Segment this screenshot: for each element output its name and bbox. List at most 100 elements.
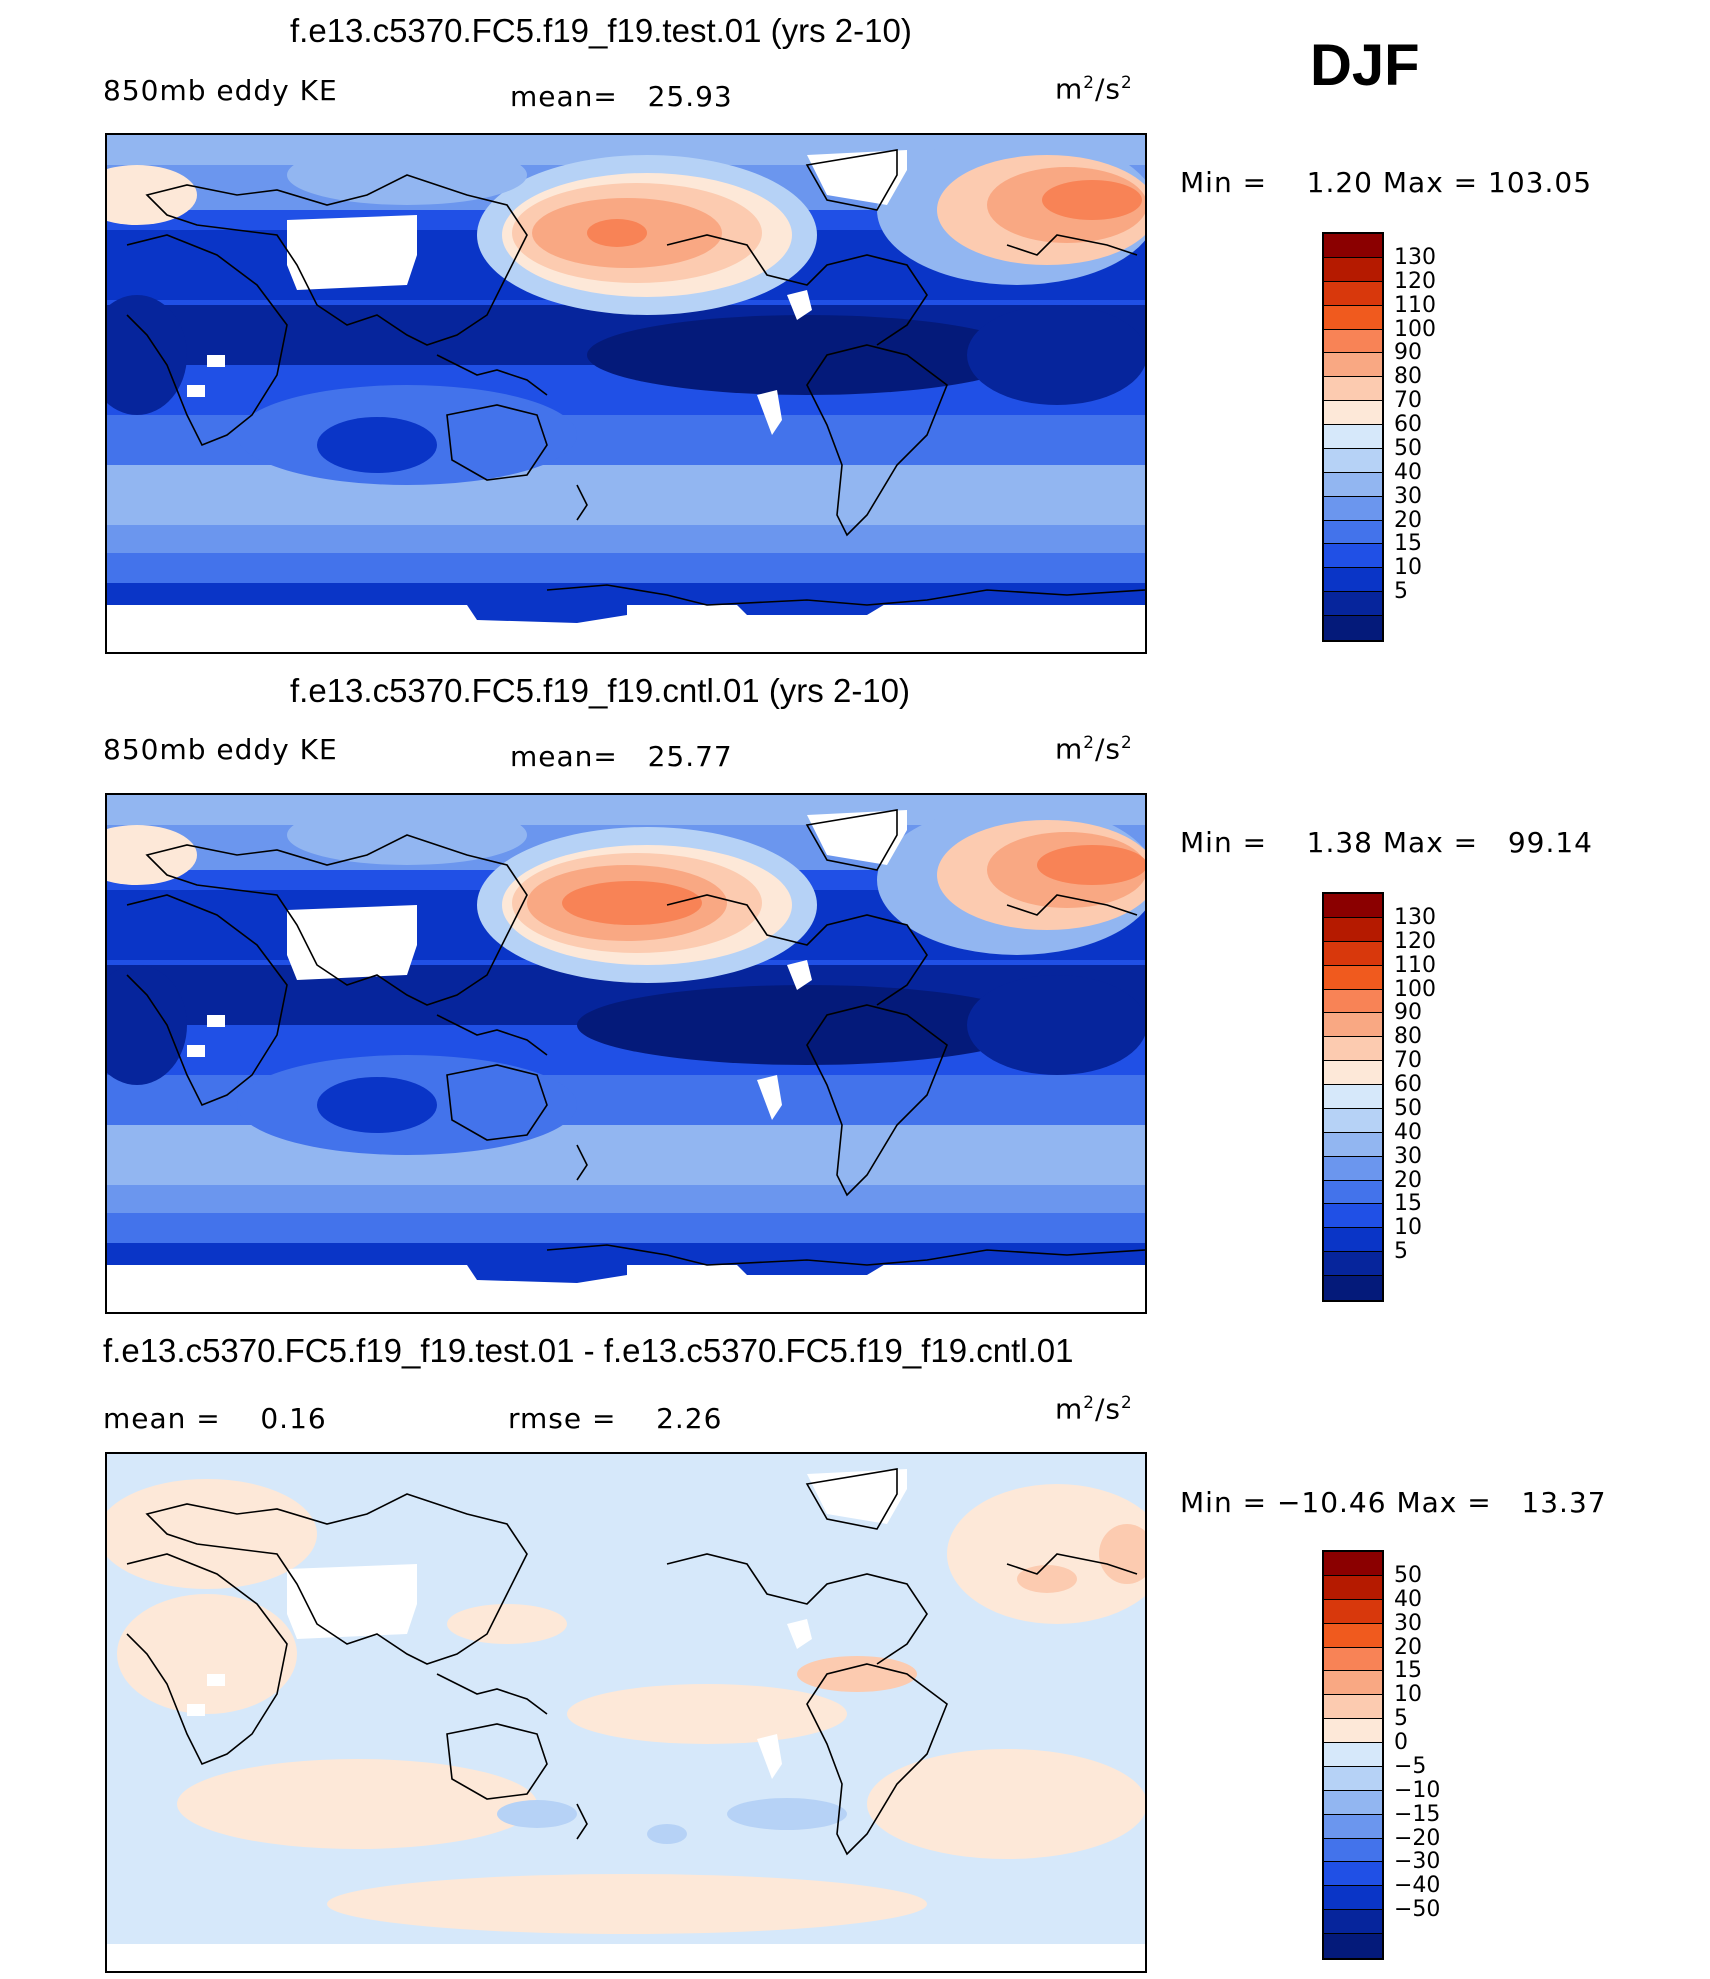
colorbar-tick-label: 20 [1394,507,1422,533]
colorbar-swatch [1324,425,1382,449]
colorbar-tick-label: 110 [1394,952,1436,978]
colorbar-tick-label: 80 [1394,364,1422,390]
colorbar-swatch [1324,520,1382,545]
panel-1-colorbar [1322,232,1384,642]
colorbar-swatch [1324,1013,1382,1038]
colorbar-swatch [1324,1276,1382,1300]
colorbar-swatch [1324,305,1382,330]
colorbar-swatch [1324,234,1382,258]
colorbar-swatch [1324,568,1382,593]
colorbar-swatch [1324,1695,1382,1720]
colorbar-tick-label: 30 [1394,1143,1422,1169]
colorbar-swatch [1324,496,1382,521]
panel-3-rmse-label: rmse = 2.26 [508,1402,723,1435]
colorbar-tick-label: 10 [1394,1682,1422,1708]
colorbar-swatch [1324,353,1382,378]
colorbar-swatch [1324,1623,1382,1648]
colorbar-swatch [1324,1552,1382,1576]
colorbar-tick-label: 40 [1394,459,1422,485]
colorbar-tick-label: 100 [1394,316,1436,342]
colorbar-tick-label: 5 [1394,1706,1408,1732]
colorbar-swatch [1324,329,1382,354]
colorbar-swatch [1324,448,1382,473]
colorbar-tick-label: 130 [1394,244,1436,270]
colorbar-tick-label: 30 [1394,483,1422,509]
colorbar-tick-label: −20 [1394,1825,1441,1851]
panel-1-title: f.e13.c5370.FC5.f19_f19.test.01 (yrs 2-1… [290,12,912,49]
panel-3-units: m2/s2 [1055,1392,1133,1426]
colorbar-tick-label: 110 [1394,292,1436,318]
colorbar-swatch [1324,1647,1382,1672]
colorbar-swatch [1324,1862,1382,1887]
panel-2-mean-label: mean= 25.77 [510,740,733,773]
colorbar-swatch [1324,1671,1382,1696]
colorbar-swatch [1324,1575,1382,1600]
colorbar-swatch [1324,1228,1382,1253]
colorbar-swatch [1324,1132,1382,1157]
panel-2-units: m2/s2 [1055,732,1133,766]
panel-2-title: f.e13.c5370.FC5.f19_f19.cntl.01 (yrs 2-1… [290,672,911,709]
colorbar-tick-label: 5 [1394,1239,1408,1265]
panel-1-map [105,133,1147,654]
colorbar-tick-label: −40 [1394,1873,1441,1899]
colorbar-swatch [1324,1180,1382,1205]
colorbar-tick-label: 40 [1394,1586,1422,1612]
colorbar-swatch [1324,1790,1382,1815]
colorbar-tick-label: 50 [1394,1562,1422,1588]
colorbar-swatch [1324,377,1382,402]
colorbar-swatch [1324,1204,1382,1229]
colorbar-tick-label: −15 [1394,1801,1441,1827]
panel-3-map [105,1452,1147,1973]
colorbar-tick-label: 70 [1394,388,1422,414]
colorbar-tick-label: 30 [1394,1610,1422,1636]
colorbar-swatch [1324,1934,1382,1958]
colorbar-swatch [1324,1156,1382,1181]
colorbar-tick-label: 90 [1394,340,1422,366]
colorbar-tick-label: 130 [1394,904,1436,930]
colorbar-tick-label: 80 [1394,1024,1422,1050]
colorbar-tick-label: 120 [1394,268,1436,294]
panel-3-title: f.e13.c5370.FC5.f19_f19.test.01 - f.e13.… [103,1332,1074,1369]
colorbar-swatch [1324,1108,1382,1133]
colorbar-tick-label: 90 [1394,1000,1422,1026]
colorbar-tick-label: 120 [1394,928,1436,954]
colorbar-swatch [1324,257,1382,282]
panel-1-field-label: 850mb eddy KE [103,74,338,107]
panel-3-mean-label: mean = 0.16 [103,1402,327,1435]
panel-1-units: m2/s2 [1055,72,1133,106]
season-label: DJF [1310,33,1420,98]
colorbar-swatch [1324,941,1382,966]
colorbar-swatch [1324,1743,1382,1767]
colorbar-tick-label: −10 [1394,1777,1441,1803]
panel-1-mean-label: mean= 25.93 [510,80,733,113]
panel-2-field-label: 850mb eddy KE [103,733,338,766]
colorbar-tick-label: 5 [1394,579,1408,605]
colorbar-swatch [1324,965,1382,990]
colorbar-swatch [1324,1719,1382,1744]
colorbar-tick-label: 10 [1394,555,1422,581]
colorbar-swatch [1324,917,1382,942]
colorbar-swatch [1324,401,1382,426]
colorbar-tick-label: 20 [1394,1167,1422,1193]
colorbar-tick-label: 40 [1394,1119,1422,1145]
colorbar-swatch [1324,1599,1382,1624]
colorbar-tick-label: −50 [1394,1897,1441,1923]
colorbar-tick-label: 20 [1394,1634,1422,1660]
colorbar-tick-label: 15 [1394,1191,1422,1217]
colorbar-swatch [1324,1037,1382,1062]
colorbar-tick-label: 15 [1394,1658,1422,1684]
colorbar-swatch [1324,894,1382,918]
colorbar-swatch [1324,989,1382,1014]
panel-2-map [105,793,1147,1314]
panel-3-minmax: Min = −10.46 Max = 13.37 [1180,1486,1607,1519]
colorbar-swatch [1324,281,1382,306]
colorbar-tick-label: 10 [1394,1215,1422,1241]
colorbar-tick-label: 60 [1394,412,1422,438]
colorbar-tick-label: 50 [1394,435,1422,461]
colorbar-swatch [1324,544,1382,569]
colorbar-tick-label: −5 [1394,1753,1427,1779]
colorbar-swatch [1324,592,1382,617]
colorbar-swatch [1324,472,1382,497]
colorbar-swatch [1324,1910,1382,1935]
colorbar-swatch [1324,616,1382,640]
